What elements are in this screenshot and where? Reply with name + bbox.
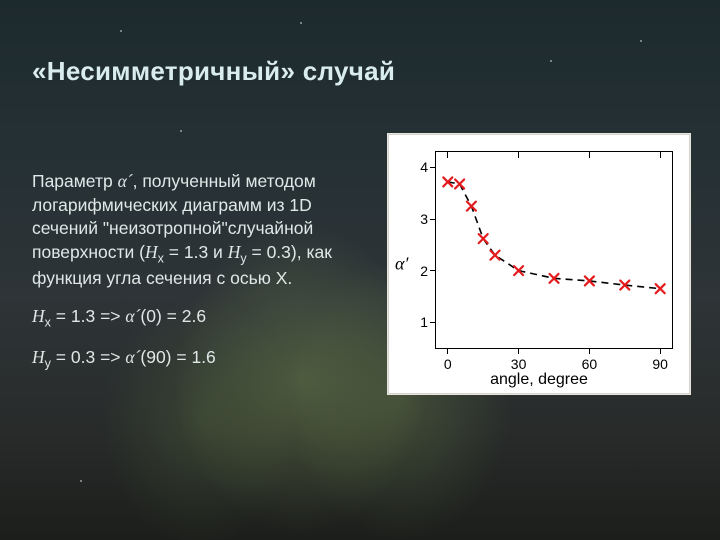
chart-ytick <box>430 219 436 220</box>
chart-xtick <box>518 348 519 354</box>
hx-symbol: H <box>32 306 45 326</box>
chart-plot <box>436 152 672 348</box>
chart-marker <box>656 284 665 293</box>
text-frag: = 0.3 => <box>51 347 125 367</box>
chart-ytick <box>430 322 436 323</box>
text-frag: = 1.3 и <box>164 242 228 262</box>
chart-xtick <box>589 348 590 354</box>
text-frag: (90) = 1.6 <box>140 347 215 367</box>
hx-symbol: H <box>145 242 158 262</box>
slide: «Несимметричный» случай Параметр α´, пол… <box>0 0 720 540</box>
chart-xtick <box>518 152 519 158</box>
chart-ytick <box>430 270 436 271</box>
alpha-symbol: α´ <box>118 171 133 191</box>
chart-ytick-label: 4 <box>406 159 428 175</box>
slide-title: «Несимметричный» случай <box>32 56 395 87</box>
paragraph-main: Параметр α´, полученный методом логарифм… <box>32 170 362 291</box>
alpha-symbol: α´ <box>125 306 140 326</box>
star-dot <box>120 30 122 32</box>
chart-ytick-label: 1 <box>406 314 428 330</box>
star-dot <box>180 130 182 132</box>
chart-xtick <box>660 348 661 354</box>
chart-marker <box>455 179 464 188</box>
star-dot <box>300 22 302 24</box>
hy-symbol: H <box>32 347 45 367</box>
chart-xtick-label: 30 <box>511 356 527 372</box>
chart-xtick <box>660 152 661 158</box>
body-text: Параметр α´, полученный методом логарифм… <box>32 170 362 386</box>
chart-ytick <box>430 167 436 168</box>
hy-symbol: H <box>228 242 241 262</box>
chart-xtick <box>589 152 590 158</box>
chart-ytick-label: 3 <box>406 211 428 227</box>
text-frag: = 1.3 => <box>51 306 125 326</box>
star-dot <box>550 60 552 62</box>
alpha-symbol: α´ <box>125 347 140 367</box>
chart-marker <box>467 202 476 211</box>
chart-ytick-label: 2 <box>406 263 428 279</box>
text-frag: Параметр <box>32 171 118 191</box>
chart-xtick-label: 60 <box>582 356 598 372</box>
chart-xtick-label: 0 <box>444 356 452 372</box>
chart-marker <box>479 234 488 243</box>
paragraph-hy-line: Hy = 0.3 => α´(90) = 1.6 <box>32 346 362 373</box>
paragraph-hx-line: Hx = 1.3 => α´(0) = 2.6 <box>32 305 362 332</box>
chart-xtick <box>447 348 448 354</box>
chart-axes: 03060901234 <box>435 151 673 349</box>
chart-xtick <box>447 152 448 158</box>
text-frag: (0) = 2.6 <box>140 306 206 326</box>
chart-container: α′ angle, degree 03060901234 <box>388 134 690 394</box>
chart-marker <box>491 251 500 260</box>
star-dot <box>640 40 642 42</box>
star-dot <box>80 480 82 482</box>
chart-xlabel: angle, degree <box>490 371 588 389</box>
chart-xtick-label: 90 <box>652 356 668 372</box>
